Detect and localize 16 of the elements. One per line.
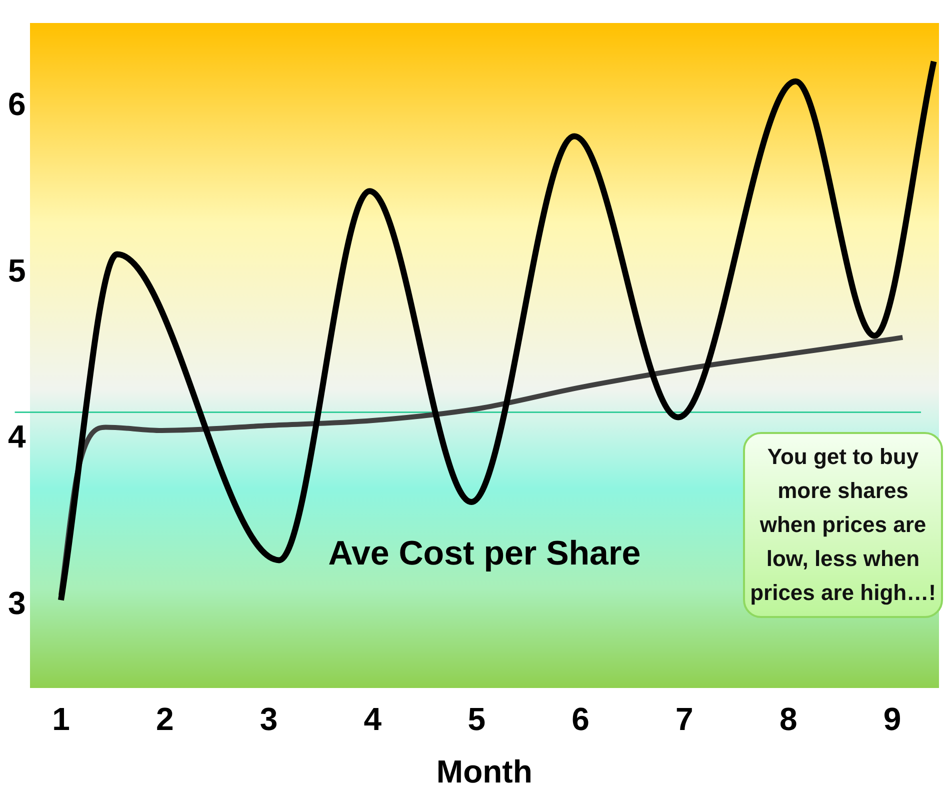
y-tick-label: 4	[8, 418, 26, 455]
x-tick-label: 6	[572, 701, 590, 738]
x-tick-label: 3	[260, 701, 278, 738]
x-tick-label: 7	[676, 701, 694, 738]
x-tick-label: 8	[779, 701, 798, 738]
x-tick-label: 9	[883, 701, 902, 738]
annotation: Ave Cost per Share	[328, 534, 641, 573]
x-tick-label: 1	[52, 701, 70, 738]
y-tick-label: 5	[8, 252, 26, 288]
y-tick-label: 6	[8, 86, 26, 122]
x-tick-label: 5	[468, 701, 486, 738]
y-tick-label: 3	[8, 584, 26, 621]
x-axis-title: Month	[436, 754, 532, 790]
annotation: You get to buy more shares when prices are low, less when prices are high…!	[743, 432, 943, 618]
x-tick-label: 4	[364, 701, 382, 738]
x-tick-label: 2	[156, 701, 174, 738]
